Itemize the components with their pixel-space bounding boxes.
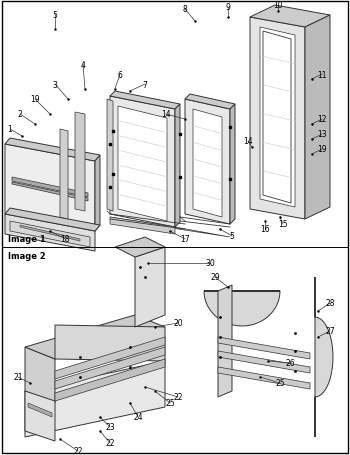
Text: 19: 19: [30, 95, 40, 104]
Polygon shape: [193, 110, 222, 217]
Text: 29: 29: [210, 273, 220, 282]
Text: 22: 22: [73, 446, 83, 455]
Text: 15: 15: [278, 220, 288, 229]
Polygon shape: [218, 367, 310, 389]
Text: 5: 5: [230, 232, 235, 241]
Polygon shape: [60, 130, 68, 219]
Polygon shape: [107, 100, 113, 212]
Text: Image 1: Image 1: [8, 234, 46, 243]
Polygon shape: [110, 97, 175, 228]
Text: 25: 25: [275, 379, 285, 388]
Text: 2: 2: [18, 110, 22, 119]
Text: 13: 13: [317, 130, 327, 139]
Polygon shape: [115, 238, 165, 258]
Polygon shape: [110, 92, 180, 110]
Polygon shape: [5, 214, 95, 252]
Text: 17: 17: [180, 235, 190, 244]
Text: 27: 27: [325, 327, 335, 336]
Text: 10: 10: [273, 1, 283, 10]
Polygon shape: [20, 226, 80, 242]
Text: 16: 16: [260, 225, 270, 234]
Text: 1: 1: [8, 125, 12, 134]
Polygon shape: [95, 156, 100, 232]
Polygon shape: [55, 347, 165, 389]
Polygon shape: [75, 113, 85, 212]
Text: 20: 20: [173, 319, 183, 328]
Text: 28: 28: [325, 299, 335, 308]
Text: 18: 18: [60, 235, 70, 244]
Polygon shape: [25, 347, 55, 403]
Polygon shape: [204, 291, 280, 326]
Text: 24: 24: [133, 413, 143, 422]
Polygon shape: [5, 145, 95, 232]
Polygon shape: [55, 325, 165, 361]
Polygon shape: [185, 100, 230, 224]
Text: Image 2: Image 2: [8, 252, 46, 260]
Polygon shape: [12, 182, 88, 202]
Text: 9: 9: [225, 4, 230, 12]
Polygon shape: [230, 105, 235, 224]
Polygon shape: [5, 139, 100, 162]
Polygon shape: [110, 217, 175, 234]
Polygon shape: [218, 337, 310, 359]
Text: 23: 23: [105, 423, 115, 431]
Text: 30: 30: [205, 259, 215, 268]
Polygon shape: [315, 278, 333, 437]
Text: 4: 4: [80, 61, 85, 69]
Polygon shape: [55, 337, 165, 379]
Text: 26: 26: [285, 359, 295, 368]
Polygon shape: [185, 95, 235, 110]
Text: 22: 22: [105, 439, 115, 448]
Polygon shape: [10, 222, 90, 248]
Polygon shape: [218, 285, 232, 397]
Text: 3: 3: [52, 81, 57, 89]
Text: 21: 21: [13, 373, 23, 382]
Polygon shape: [263, 32, 291, 203]
Text: 6: 6: [118, 71, 122, 79]
Polygon shape: [12, 177, 88, 197]
Polygon shape: [305, 16, 330, 219]
Text: 7: 7: [142, 81, 147, 89]
Polygon shape: [28, 403, 52, 417]
Polygon shape: [5, 208, 100, 232]
Text: 11: 11: [317, 71, 327, 79]
Polygon shape: [110, 217, 230, 238]
Text: 12: 12: [317, 115, 327, 124]
Text: 19: 19: [317, 145, 327, 154]
Polygon shape: [55, 359, 165, 401]
Text: 22: 22: [173, 393, 183, 402]
Text: 5: 5: [52, 10, 57, 20]
Polygon shape: [175, 105, 180, 228]
Polygon shape: [218, 351, 310, 373]
Text: 8: 8: [183, 5, 187, 15]
Polygon shape: [25, 361, 165, 437]
Polygon shape: [25, 391, 55, 441]
Polygon shape: [250, 6, 330, 28]
Text: 14: 14: [161, 110, 171, 119]
Polygon shape: [250, 18, 305, 219]
Polygon shape: [135, 248, 165, 327]
Text: 14: 14: [243, 137, 253, 146]
Text: 25: 25: [165, 399, 175, 408]
Polygon shape: [260, 28, 295, 207]
Polygon shape: [25, 315, 165, 359]
Polygon shape: [118, 107, 167, 222]
